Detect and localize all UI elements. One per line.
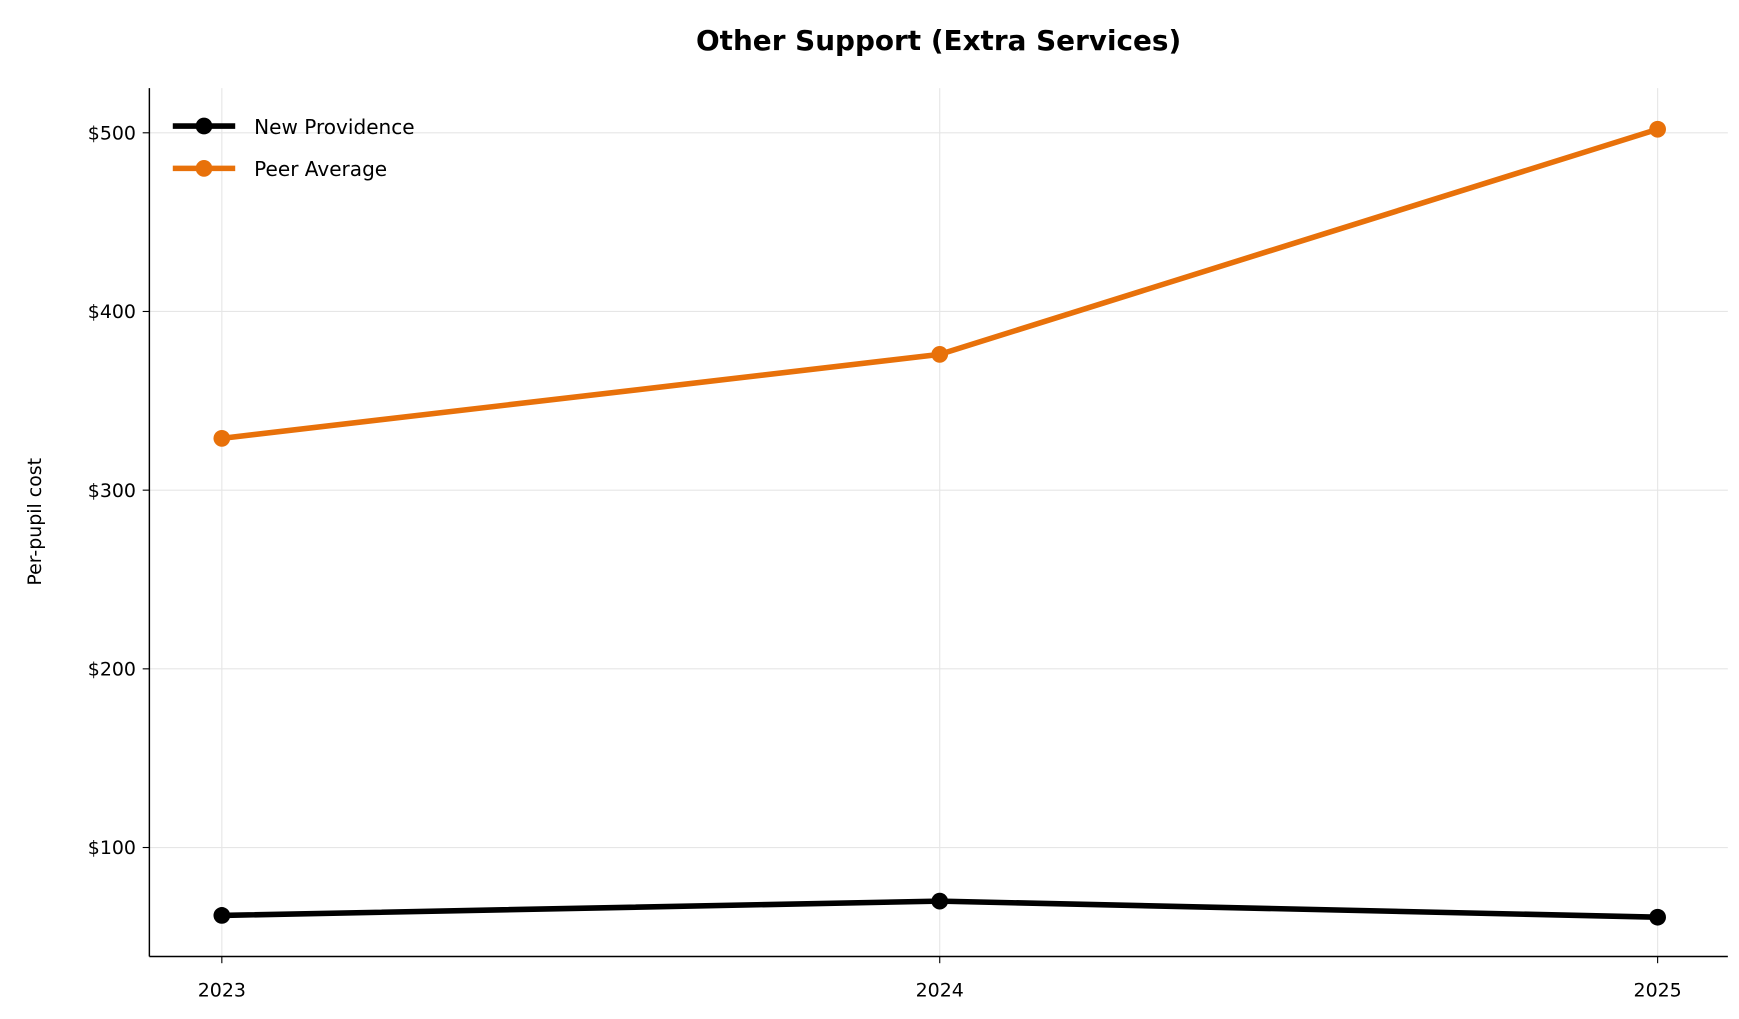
y-tick-label: $500 [88, 122, 136, 144]
y-tick-label: $200 [88, 659, 136, 681]
x-tick-label: 2023 [198, 980, 246, 1002]
legend: New Providence Peer Average [172, 115, 415, 181]
legend-marker [195, 160, 213, 177]
data-point [1649, 120, 1666, 138]
axes: 2023 2024 2025 $100 $200 $300 $400 $500 [88, 88, 1728, 1002]
data-point [213, 429, 231, 447]
legend-label: New Providence [254, 115, 414, 139]
data-point [931, 892, 949, 910]
data-point [213, 907, 231, 924]
series-layer [213, 120, 1666, 926]
x-tick-label: 2025 [1634, 980, 1682, 1002]
y-axis-label: Per-pupil cost [24, 458, 46, 586]
y-tick-label: $100 [88, 837, 136, 859]
legend-marker [195, 117, 213, 135]
legend-label: Peer Average [254, 157, 387, 181]
chart-title: Other Support (Extra Services) [696, 24, 1181, 57]
y-tick-label: $400 [88, 301, 136, 323]
data-point [1649, 908, 1666, 926]
y-tick-label: $300 [88, 480, 136, 502]
data-point [931, 345, 949, 363]
x-tick-label: 2024 [916, 980, 964, 1002]
grid [149, 88, 1728, 957]
